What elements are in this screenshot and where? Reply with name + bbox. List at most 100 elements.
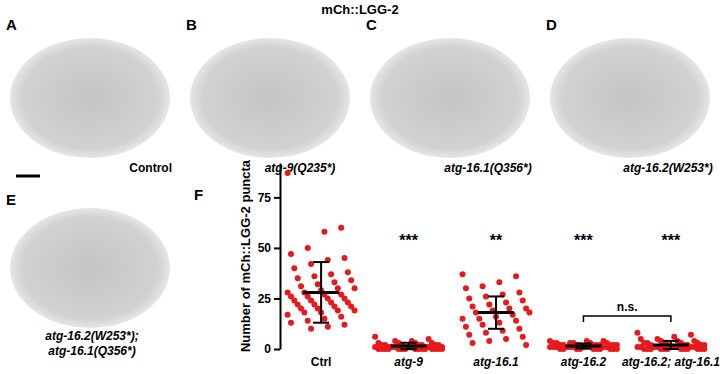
x-tick-label: atg-16.2 xyxy=(561,355,607,369)
panel: Eatg-16.2(W253*);atg-16.1(Q356*) xyxy=(6,191,170,358)
significance: n.s. xyxy=(617,300,638,314)
error-cap xyxy=(488,328,504,330)
data-point xyxy=(331,279,337,285)
data-point xyxy=(483,330,489,336)
data-point xyxy=(520,297,526,303)
data-point xyxy=(648,346,654,352)
data-point xyxy=(480,283,486,289)
data-point xyxy=(338,314,344,320)
y-axis-line xyxy=(280,164,282,350)
annotations: ***********n.s. xyxy=(399,232,681,322)
panel-label: B xyxy=(186,16,197,33)
significance: *** xyxy=(399,232,418,249)
significance: ** xyxy=(490,232,503,249)
data-point xyxy=(315,281,321,287)
y-tick: 75 xyxy=(258,191,280,205)
data-point xyxy=(352,285,358,291)
data-point xyxy=(470,340,476,346)
bracket xyxy=(583,316,670,322)
error-cap xyxy=(575,343,591,345)
x-tick-label: atg-16.1 xyxy=(473,355,519,369)
data-point xyxy=(321,316,327,322)
panel-label: D xyxy=(546,16,557,33)
x-tick: atg-9 xyxy=(394,355,423,369)
embryo xyxy=(10,38,170,158)
data-point xyxy=(688,332,694,338)
data-point xyxy=(285,170,291,176)
panel-label: C xyxy=(366,16,377,33)
data-point xyxy=(439,346,445,352)
data-point xyxy=(634,330,640,336)
panel-caption: atg-16.2(W253*) xyxy=(623,161,712,175)
data-point xyxy=(305,245,311,251)
data-point xyxy=(476,316,482,322)
panel-caption: atg-16.2(W253*); xyxy=(45,329,138,343)
data-point xyxy=(298,283,304,289)
data-point xyxy=(463,324,469,330)
mean-line xyxy=(303,291,339,294)
embryo xyxy=(550,38,710,158)
data-point xyxy=(701,346,707,352)
embryo xyxy=(10,208,170,328)
error-cap xyxy=(313,322,329,324)
significance: *** xyxy=(662,232,681,249)
data-point xyxy=(466,295,472,301)
data-point xyxy=(301,310,307,316)
data-point xyxy=(325,324,331,330)
y-tick-mark xyxy=(274,247,280,249)
data-point xyxy=(295,275,301,281)
y-tick-label: 75 xyxy=(258,191,272,205)
data-point xyxy=(486,302,492,308)
data-point xyxy=(305,318,311,324)
data-point xyxy=(345,269,351,275)
data-point xyxy=(486,338,492,344)
y-tick-label: 50 xyxy=(258,241,272,255)
x-axis: Ctrl atg-9 atg-16.1 atg-16.2 atg-16.2; atg-1… xyxy=(311,355,720,369)
error-cap xyxy=(575,347,591,349)
data-point xyxy=(352,308,358,314)
y-tick-label: 25 xyxy=(258,292,272,306)
data-point xyxy=(513,273,519,279)
data-point xyxy=(526,310,532,316)
significance: *** xyxy=(574,232,593,249)
y-tick: 0 xyxy=(264,342,280,356)
error-cap xyxy=(488,295,504,297)
x-tick-label: atg-16.2; atg-16.1 xyxy=(622,355,720,369)
error-cap xyxy=(663,340,679,342)
x-tick-label: Ctrl xyxy=(311,355,332,369)
y-tick-mark xyxy=(274,298,280,300)
panel: Datg-16.2(W253*) xyxy=(546,16,713,175)
y-axis-title: Number of mCh::LGG-2 puncta xyxy=(238,159,253,352)
embryo xyxy=(190,38,350,158)
panel: Batg-9(Q235*) xyxy=(186,16,350,175)
data-point xyxy=(463,285,469,291)
x-tick: atg-16.1 xyxy=(473,355,519,369)
data-point xyxy=(338,225,344,231)
y-tick-mark xyxy=(274,197,280,199)
mean-line xyxy=(478,311,514,314)
x-tick: atg-16.2 xyxy=(561,355,607,369)
data-point xyxy=(285,312,291,318)
data-point xyxy=(520,334,526,340)
figure: mCh::LGG-2AControlBatg-9(Q235*)Catg-16.1… xyxy=(0,0,720,374)
data-point xyxy=(503,300,509,306)
embryo xyxy=(370,38,530,158)
x-tick-label: atg-9 xyxy=(394,355,423,369)
data-point xyxy=(342,255,348,261)
panel: Catg-16.1(Q356*) xyxy=(366,16,532,175)
data-point xyxy=(460,316,466,322)
data-point xyxy=(496,320,502,326)
mean-line xyxy=(391,344,427,347)
data-point xyxy=(503,336,509,342)
data-point xyxy=(466,332,472,338)
data-point xyxy=(328,271,334,277)
data-point xyxy=(460,271,466,277)
panel-label: F xyxy=(194,186,203,203)
x-tick: atg-16.2; atg-16.1 xyxy=(622,355,720,369)
error-cap xyxy=(313,261,329,263)
error-cap xyxy=(401,348,417,350)
figure-title: mCh::LGG-2 xyxy=(321,2,398,17)
panel-label: E xyxy=(6,191,16,208)
data-point xyxy=(523,342,529,348)
scale-bar xyxy=(16,175,40,178)
